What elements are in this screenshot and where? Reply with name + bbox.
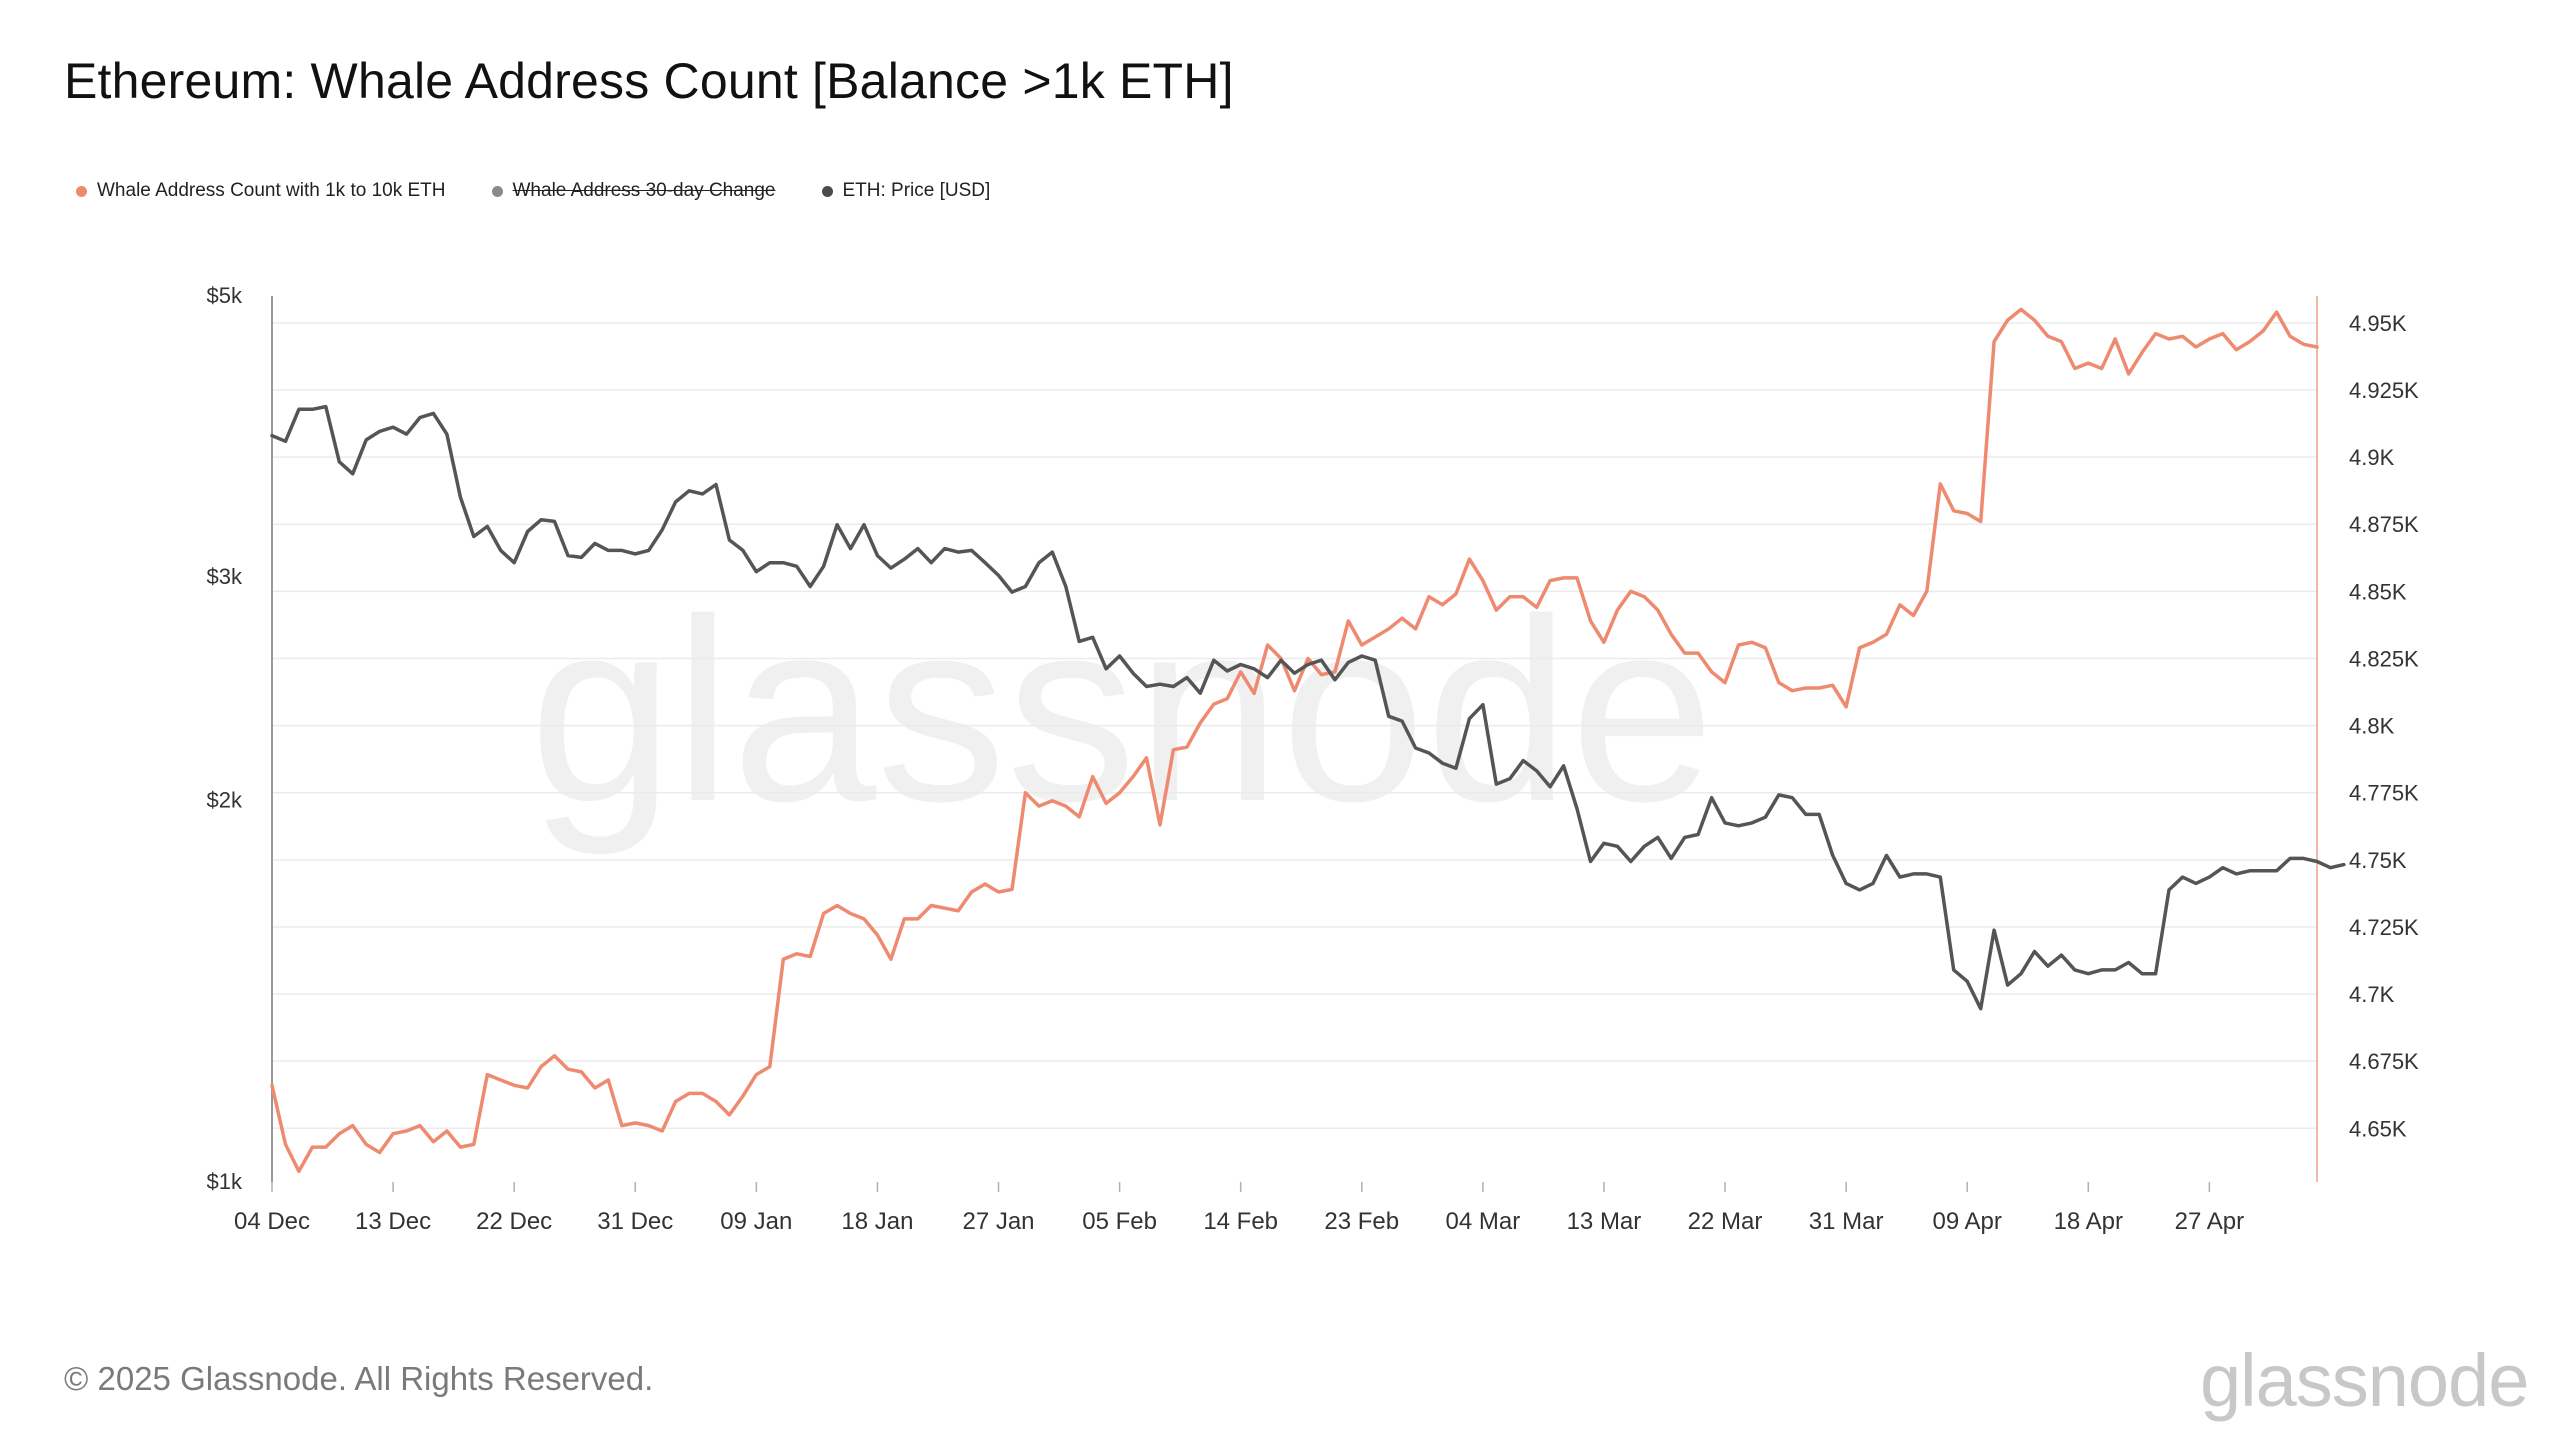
legend-label: Whale Address 30-day Change <box>512 180 776 201</box>
legend-dot-icon <box>491 185 503 197</box>
glassnode-logo: glassnode <box>2200 1339 2529 1422</box>
eth-price-line[interactable] <box>270 404 2346 1011</box>
x-axis-tick-label: 04 Dec <box>234 1208 310 1235</box>
x-axis-tick-label: 09 Jan <box>720 1208 792 1235</box>
left-axis-tick-label: $5k <box>207 283 243 308</box>
right-axis-tick-label: 4.95K <box>2349 311 2407 336</box>
right-axis-tick-label: 4.9K <box>2349 445 2395 470</box>
x-axis-tick-label: 23 Feb <box>1324 1208 1399 1235</box>
legend-item-30-day-change[interactable]: Whale Address 30-day Change <box>491 180 776 202</box>
right-axis-tick-label: 4.7K <box>2349 982 2395 1007</box>
legend: Whale Address Count with 1k to 10k ETH W… <box>76 180 990 202</box>
right-axis-tick-label: 4.925K <box>2349 378 2419 403</box>
copyright: © 2025 Glassnode. All Rights Reserved. <box>64 1360 654 1397</box>
x-axis-tick-label: 31 Dec <box>597 1208 673 1235</box>
left-axis-tick-label: $2k <box>207 787 243 812</box>
x-axis-tick-label: 13 Mar <box>1567 1208 1642 1235</box>
right-axis-tick-label: 4.8K <box>2349 714 2395 739</box>
x-axis-tick-label: 18 Jan <box>841 1208 913 1235</box>
legend-dot-icon <box>76 185 87 197</box>
right-axis-tick-label: 4.775K <box>2349 781 2419 806</box>
legend-dot-icon <box>821 185 833 197</box>
right-axis-tick-label: 4.825K <box>2349 646 2419 671</box>
right-axis-tick-label: 4.875K <box>2349 512 2419 537</box>
chart-title: Ethereum: Whale Address Count [Balance >… <box>64 53 1234 109</box>
x-axis-tick-label: 13 Dec <box>355 1208 431 1235</box>
x-axis-tick-label: 31 Mar <box>1809 1208 1884 1235</box>
legend-item-eth-price[interactable]: ETH: Price [USD] <box>821 180 991 202</box>
right-axis-tick-label: 4.675K <box>2349 1049 2419 1074</box>
left-axis-tick-label: $1k <box>207 1169 243 1194</box>
x-axis-tick-label: 04 Mar <box>1446 1208 1521 1235</box>
x-axis-tick-label: 05 Feb <box>1082 1208 1157 1235</box>
right-axis-tick-label: 4.85K <box>2349 579 2407 604</box>
right-axis-tick-label: 4.65K <box>2349 1116 2407 1141</box>
x-axis-tick-label: 22 Dec <box>476 1208 552 1235</box>
x-axis-tick-label: 14 Feb <box>1203 1208 1278 1235</box>
x-axis-tick-label: 18 Apr <box>2054 1208 2123 1235</box>
legend-item-whale-count[interactable]: Whale Address Count with 1k to 10k ETH <box>76 180 446 202</box>
right-axis-tick-label: 4.75K <box>2349 848 2407 873</box>
x-axis-tick-label: 27 Jan <box>962 1208 1034 1235</box>
x-axis-tick-label: 27 Apr <box>2175 1208 2244 1235</box>
watermark: glassnode <box>529 566 1714 857</box>
legend-label: ETH: Price [USD] <box>842 180 991 201</box>
right-axis-tick-label: 4.725K <box>2349 915 2419 940</box>
left-axis-tick-label: $3k <box>207 564 243 589</box>
legend-label: Whale Address Count with 1k to 10k ETH <box>97 180 446 201</box>
whale-count-line[interactable] <box>270 307 2319 1174</box>
x-axis-tick-label: 22 Mar <box>1688 1208 1763 1235</box>
x-axis-tick-label: 09 Apr <box>1933 1208 2002 1235</box>
